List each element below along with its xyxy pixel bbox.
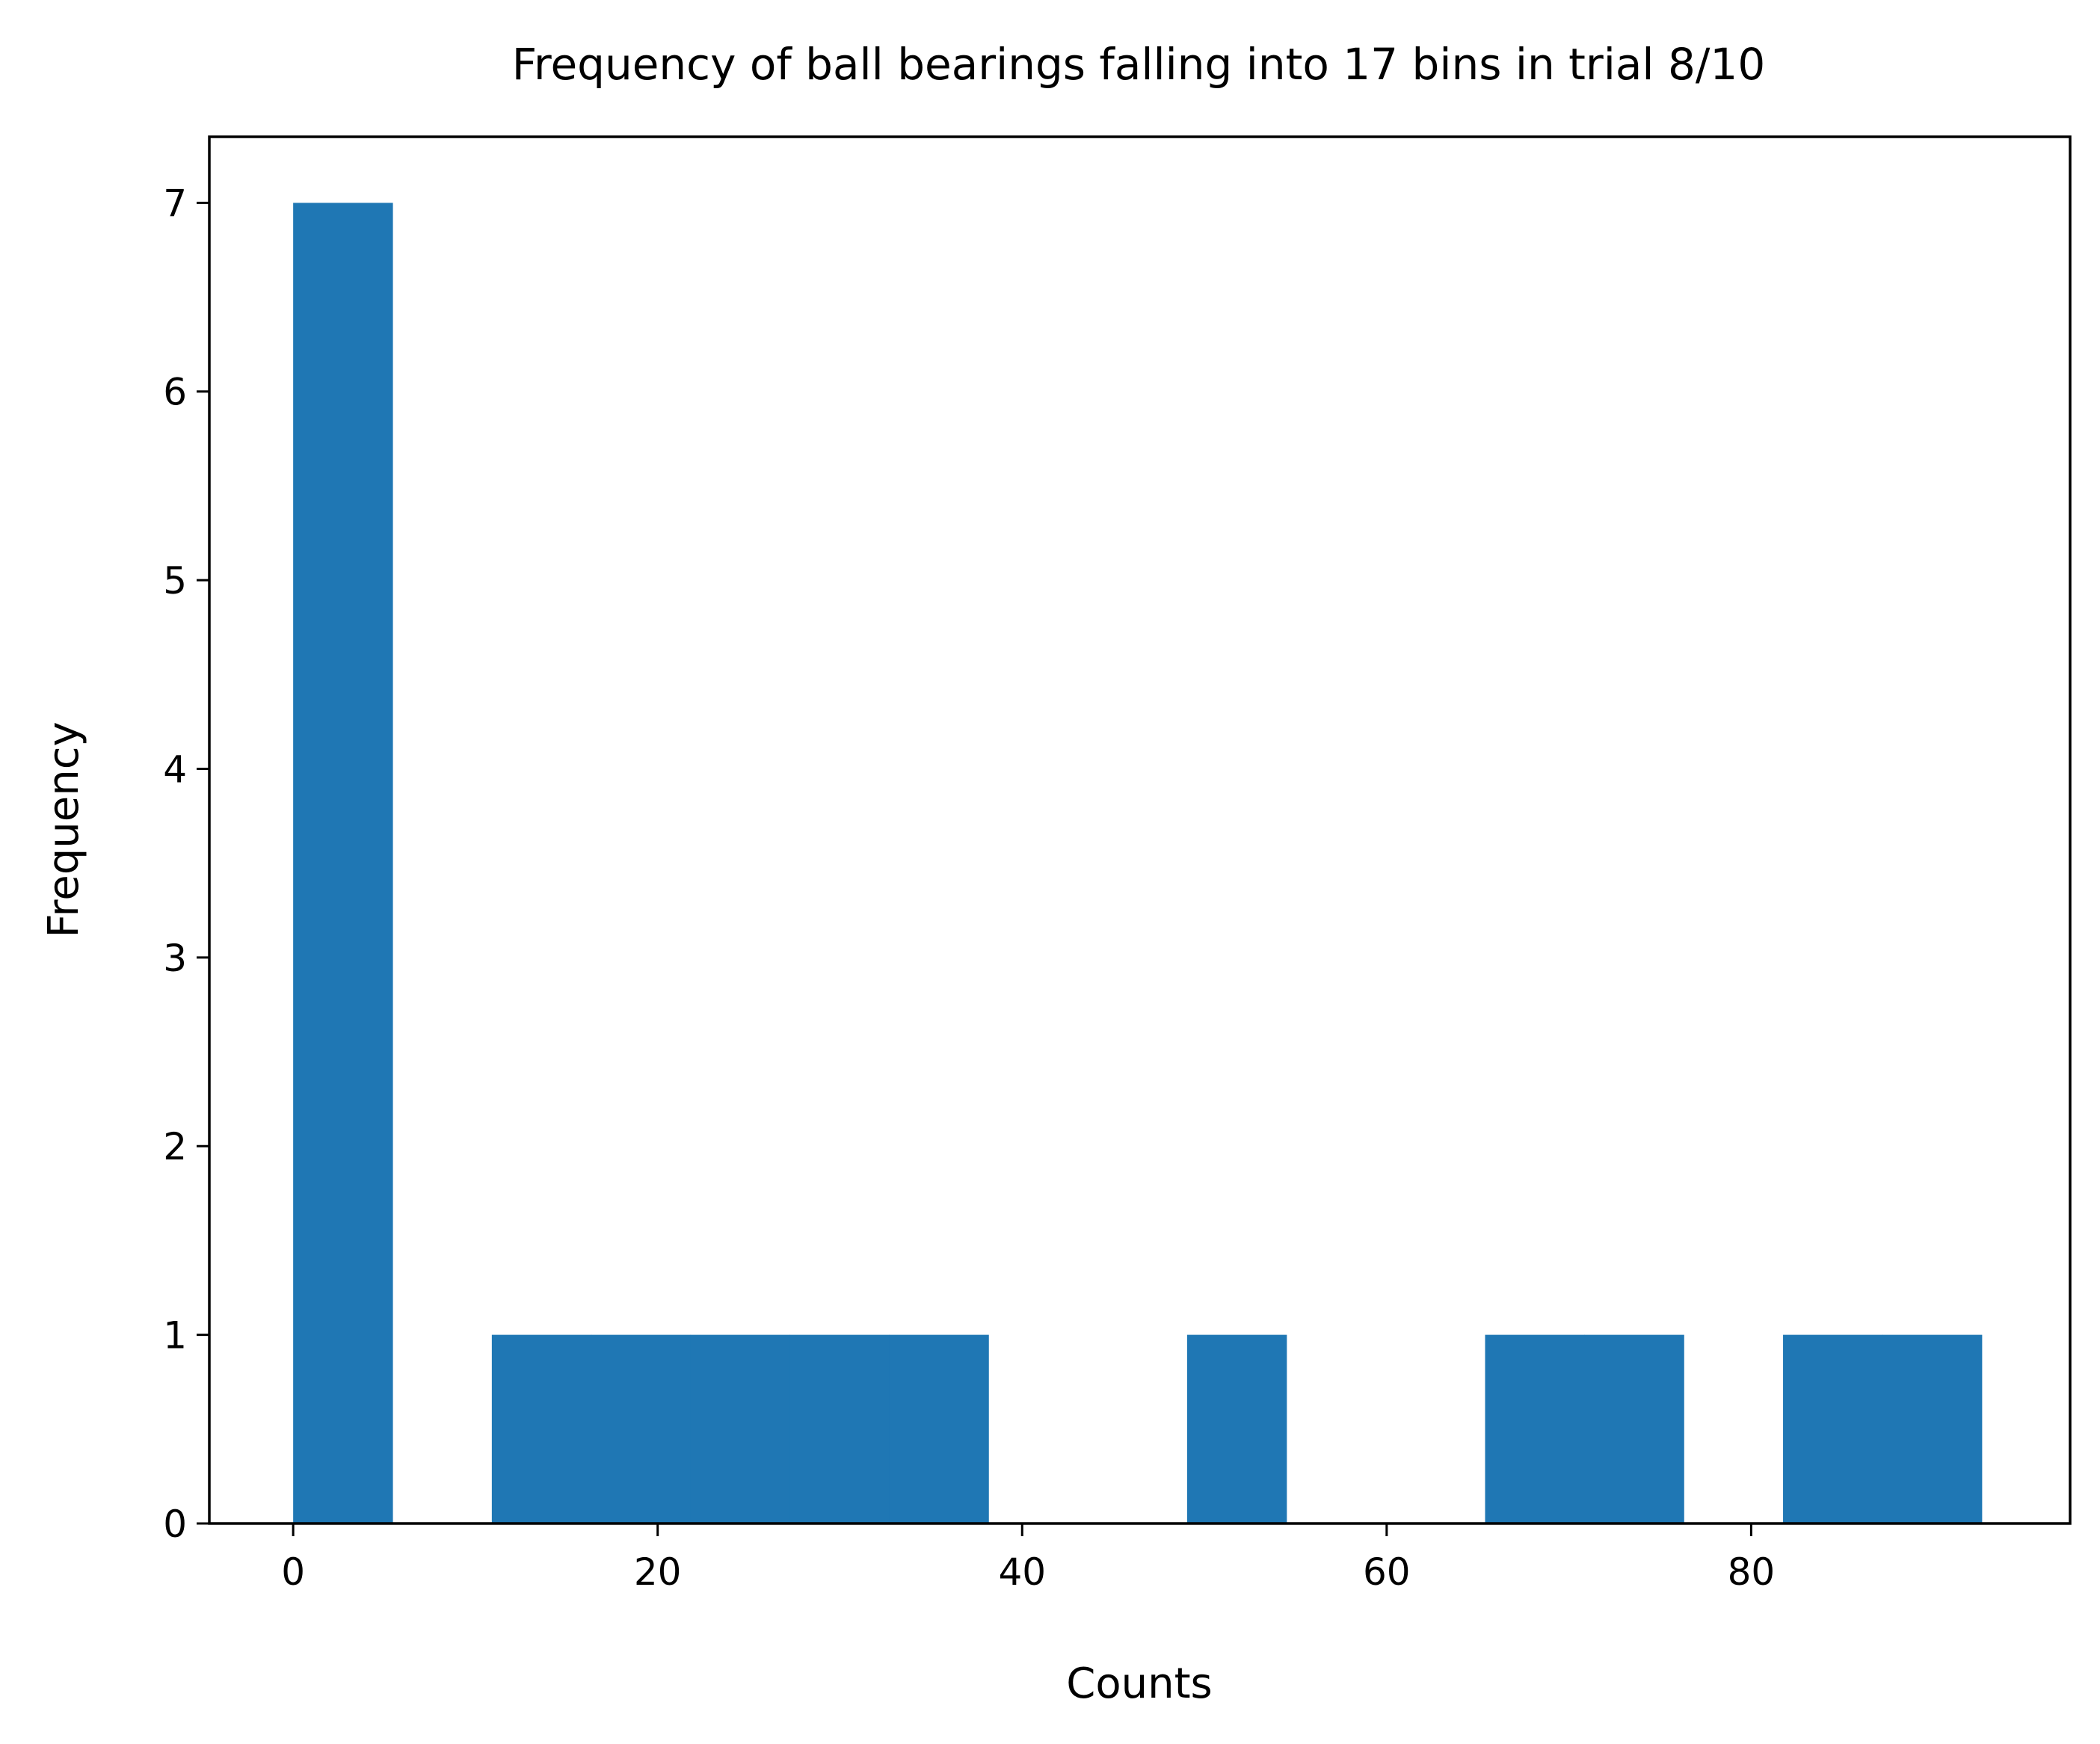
y-tick-label: 3 <box>163 937 187 980</box>
histogram-bar-13 <box>1584 1334 1684 1523</box>
y-axis-label: Frequency <box>40 721 88 937</box>
y-axis-ticks: 0 1 2 3 4 5 6 7 <box>163 182 209 1546</box>
histogram-bar-9 <box>1186 1334 1287 1523</box>
y-tick-label: 6 <box>163 371 187 414</box>
x-tick-label: 80 <box>1728 1550 1776 1594</box>
histogram-bar-12 <box>1485 1334 1585 1523</box>
chart-title: Frequency of ball bearings falling into … <box>512 39 1765 90</box>
x-tick-label: 20 <box>634 1550 682 1594</box>
bars-group <box>293 203 1983 1523</box>
histogram-bar-6 <box>889 1334 989 1523</box>
y-tick-label: 1 <box>163 1314 187 1358</box>
y-tick-label: 0 <box>163 1503 187 1546</box>
histogram-bar-4 <box>690 1334 791 1523</box>
histogram-bar-2 <box>491 1334 592 1523</box>
y-tick-label: 7 <box>163 182 187 225</box>
x-tick-label: 60 <box>1363 1550 1411 1594</box>
histogram-bar-5 <box>789 1334 890 1523</box>
histogram-bar-3 <box>591 1334 692 1523</box>
histogram-bar-15 <box>1783 1334 1883 1523</box>
x-tick-label: 0 <box>281 1550 305 1594</box>
histogram-bar-0 <box>293 203 393 1523</box>
plot-frame <box>208 135 2072 1525</box>
histogram-bar-16 <box>1882 1334 1983 1523</box>
y-tick-label: 2 <box>163 1125 187 1168</box>
y-tick-label: 5 <box>163 559 187 603</box>
y-tick-label: 4 <box>163 748 187 791</box>
x-axis-ticks: 0 20 40 60 80 <box>281 1523 1775 1594</box>
x-axis-label: Counts <box>1066 1660 1212 1708</box>
x-tick-label: 40 <box>998 1550 1046 1594</box>
